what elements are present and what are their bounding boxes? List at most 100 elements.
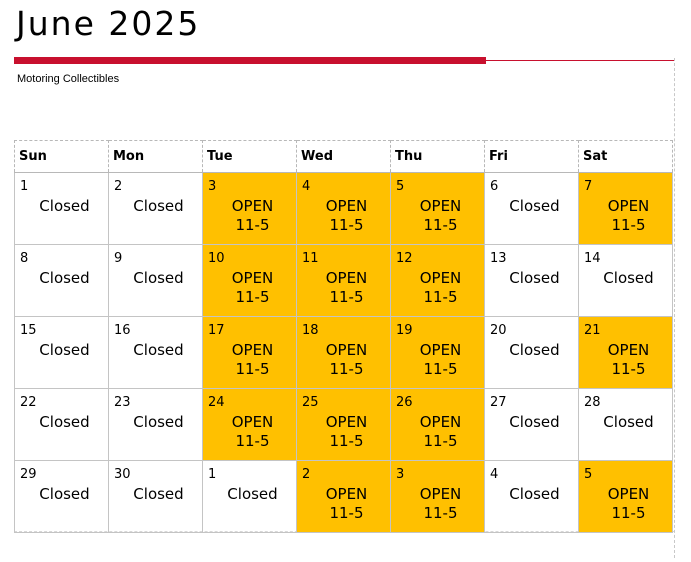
day-status: OPEN 11-5 [391, 485, 484, 523]
calendar-day-cell: 20 Closed [484, 316, 579, 389]
day-number: 4 [490, 467, 499, 482]
calendar-day-cell: 17 OPEN 11-5 [202, 316, 297, 389]
calendar-day-cell: 2 OPEN 11-5 [296, 460, 391, 533]
day-status: Closed [15, 269, 108, 288]
open-label: OPEN [607, 197, 650, 215]
open-hours: 11-5 [423, 216, 458, 234]
weekday-header: Sun [14, 140, 109, 173]
day-status: Closed [485, 485, 578, 504]
day-status: Closed [485, 269, 578, 288]
calendar-day-cell: 26 OPEN 11-5 [390, 388, 485, 461]
calendar-day-cell: 25 OPEN 11-5 [296, 388, 391, 461]
open-hours: 11-5 [423, 432, 458, 450]
day-status: OPEN 11-5 [579, 197, 672, 235]
day-status: Closed [485, 341, 578, 360]
weekday-header: Thu [390, 140, 485, 173]
calendar-day-cell: 4 OPEN 11-5 [296, 172, 391, 245]
day-number: 3 [208, 179, 217, 194]
calendar-day-cell: 27 Closed [484, 388, 579, 461]
open-hours: 11-5 [329, 432, 364, 450]
day-status: OPEN 11-5 [203, 341, 296, 379]
day-number: 9 [114, 251, 123, 266]
open-hours: 11-5 [423, 360, 458, 378]
weekday-header: Wed [296, 140, 391, 173]
day-status: OPEN 11-5 [203, 269, 296, 307]
page-subtitle: Motoring Collectibles [17, 73, 120, 85]
closed-label: Closed [133, 413, 184, 431]
calendar-day-cell: 23 Closed [108, 388, 203, 461]
day-status: OPEN 11-5 [391, 413, 484, 451]
calendar-day-cell: 10 OPEN 11-5 [202, 244, 297, 317]
day-status: OPEN 11-5 [297, 341, 390, 379]
calendar-week-row: 22 Closed 23 Closed 24 OPEN 11-5 25 OPEN 11-5 26 OP… [14, 388, 673, 461]
closed-label: Closed [133, 269, 184, 287]
page-title: June 2025 [16, 4, 201, 43]
day-number: 5 [584, 467, 593, 482]
open-label: OPEN [419, 269, 462, 287]
open-label: OPEN [607, 485, 650, 503]
day-number: 14 [584, 251, 601, 266]
day-number: 24 [208, 395, 225, 410]
day-number: 28 [584, 395, 601, 410]
day-number: 12 [396, 251, 413, 266]
open-label: OPEN [419, 485, 462, 503]
open-label: OPEN [419, 341, 462, 359]
open-hours: 11-5 [235, 288, 270, 306]
open-hours: 11-5 [423, 288, 458, 306]
closed-label: Closed [39, 269, 90, 287]
day-status: Closed [15, 485, 108, 504]
day-status: Closed [15, 413, 108, 432]
weekday-header: Sat [578, 140, 673, 173]
open-label: OPEN [419, 197, 462, 215]
day-number: 6 [490, 179, 499, 194]
day-number: 13 [490, 251, 507, 266]
day-status: Closed [109, 197, 202, 216]
closed-label: Closed [133, 485, 184, 503]
day-status: OPEN 11-5 [391, 269, 484, 307]
closed-label: Closed [39, 197, 90, 215]
title-rule-thin [486, 60, 674, 61]
day-status: OPEN 11-5 [391, 341, 484, 379]
day-status: OPEN 11-5 [579, 341, 672, 379]
calendar-day-cell: 9 Closed [108, 244, 203, 317]
calendar-day-cell: 13 Closed [484, 244, 579, 317]
calendar-day-cell: 4 Closed [484, 460, 579, 533]
open-label: OPEN [325, 197, 368, 215]
day-status: Closed [109, 485, 202, 504]
calendar-day-cell: 5 OPEN 11-5 [578, 460, 673, 533]
day-status: Closed [485, 413, 578, 432]
calendar-day-cell: 14 Closed [578, 244, 673, 317]
day-status: Closed [15, 197, 108, 216]
calendar-day-cell: 5 OPEN 11-5 [390, 172, 485, 245]
day-number: 4 [302, 179, 311, 194]
closed-label: Closed [509, 341, 560, 359]
day-number: 20 [490, 323, 507, 338]
calendar-day-cell: 3 OPEN 11-5 [202, 172, 297, 245]
day-status: Closed [109, 341, 202, 360]
day-number: 27 [490, 395, 507, 410]
open-label: OPEN [231, 197, 274, 215]
calendar-day-cell: 24 OPEN 11-5 [202, 388, 297, 461]
calendar-day-cell: 15 Closed [14, 316, 109, 389]
open-hours: 11-5 [329, 216, 364, 234]
calendar-body: 1 Closed 2 Closed 3 OPEN 11-5 4 OPEN 11-5 5 OPEN 11-… [14, 172, 673, 533]
weekday-header: Fri [484, 140, 579, 173]
closed-label: Closed [603, 269, 654, 287]
day-status: Closed [109, 413, 202, 432]
day-status: Closed [203, 485, 296, 504]
open-hours: 11-5 [235, 360, 270, 378]
calendar-day-cell: 29 Closed [14, 460, 109, 533]
calendar-day-cell: 22 Closed [14, 388, 109, 461]
calendar-week-row: 8 Closed 9 Closed 10 OPEN 11-5 11 OPEN 11-5 12 OPEN… [14, 244, 673, 317]
closed-label: Closed [509, 485, 560, 503]
closed-label: Closed [39, 413, 90, 431]
calendar-day-cell: 21 OPEN 11-5 [578, 316, 673, 389]
calendar-day-cell: 3 OPEN 11-5 [390, 460, 485, 533]
open-label: OPEN [325, 269, 368, 287]
closed-label: Closed [133, 341, 184, 359]
open-hours: 11-5 [611, 360, 646, 378]
calendar-day-cell: 30 Closed [108, 460, 203, 533]
open-hours: 11-5 [329, 288, 364, 306]
calendar-day-cell: 19 OPEN 11-5 [390, 316, 485, 389]
calendar-day-cell: 18 OPEN 11-5 [296, 316, 391, 389]
